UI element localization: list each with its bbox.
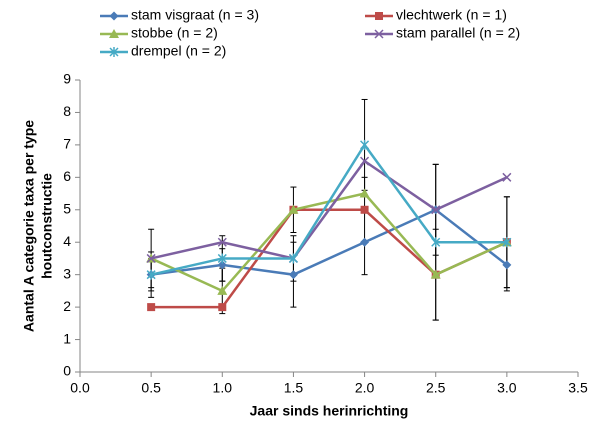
- y-tick-label: 3: [63, 265, 71, 281]
- legend-entry: stobbe (n = 2): [100, 25, 218, 41]
- x-tick-label: 1.0: [213, 380, 233, 396]
- y-tick-label: 5: [63, 200, 71, 216]
- legend-entry: stam parallel (n = 2): [365, 25, 520, 41]
- marker: [217, 285, 228, 295]
- marker: [360, 139, 370, 150]
- y-tick-label: 7: [63, 136, 71, 152]
- x-tick-label: 2.0: [355, 380, 375, 396]
- y-tick-label: 9: [63, 71, 71, 87]
- legend-label: vlechtwerk (n = 1): [396, 7, 507, 23]
- marker: [288, 253, 298, 264]
- marker: [109, 47, 119, 57]
- y-tick-label: 6: [63, 168, 71, 184]
- x-axis-title: Jaar sinds herinrichting: [250, 403, 409, 419]
- marker: [430, 269, 441, 279]
- marker: [218, 303, 227, 312]
- marker: [360, 237, 370, 247]
- x-tick-label: 3.0: [497, 380, 517, 396]
- marker: [147, 303, 156, 312]
- marker: [502, 172, 512, 182]
- marker: [360, 156, 370, 166]
- marker: [217, 237, 227, 247]
- x-tick-label: 1.5: [284, 380, 304, 396]
- legend-label: stam parallel (n = 2): [396, 25, 520, 41]
- marker: [431, 237, 441, 248]
- marker: [109, 11, 119, 21]
- y-axis-title-line: Aantal A categorie taxa per type: [21, 120, 37, 332]
- marker: [288, 204, 299, 214]
- marker: [375, 12, 383, 20]
- x-tick-label: 3.5: [568, 380, 588, 396]
- y-tick-label: 2: [63, 298, 71, 314]
- x-tick-label: 2.5: [426, 380, 446, 396]
- x-tick-label: 0.0: [70, 380, 90, 396]
- legend-label: drempel (n = 2): [131, 43, 226, 59]
- marker: [502, 237, 512, 248]
- marker: [146, 269, 156, 280]
- marker: [374, 29, 384, 39]
- y-tick-label: 4: [63, 233, 71, 249]
- marker: [431, 205, 441, 215]
- marker: [360, 205, 369, 214]
- legend-label: stobbe (n = 2): [131, 25, 218, 41]
- marker: [109, 29, 119, 38]
- legend-entry: vlechtwerk (n = 1): [365, 7, 507, 23]
- y-axis-title: Aantal A categorie taxa per type houtcon…: [21, 120, 55, 332]
- legend-entry: stam visgraat (n = 3): [100, 7, 259, 23]
- marker: [146, 253, 156, 263]
- series-line: [150, 142, 507, 276]
- y-tick-label: 8: [63, 103, 71, 119]
- y-tick-label: 1: [63, 330, 71, 346]
- y-axis-title-line: houtconstructie: [39, 173, 55, 279]
- marker: [217, 260, 227, 270]
- series-line: [150, 159, 508, 260]
- legend-entry: drempel (n = 2): [100, 43, 226, 59]
- series-line: [150, 208, 508, 276]
- marker: [217, 253, 227, 264]
- x-tick-label: 0.5: [141, 380, 161, 396]
- marker: [359, 188, 370, 198]
- legend-label: stam visgraat (n = 3): [131, 7, 259, 23]
- marker: [502, 260, 512, 270]
- y-tick-label: 0: [63, 363, 71, 379]
- marker: [288, 270, 298, 280]
